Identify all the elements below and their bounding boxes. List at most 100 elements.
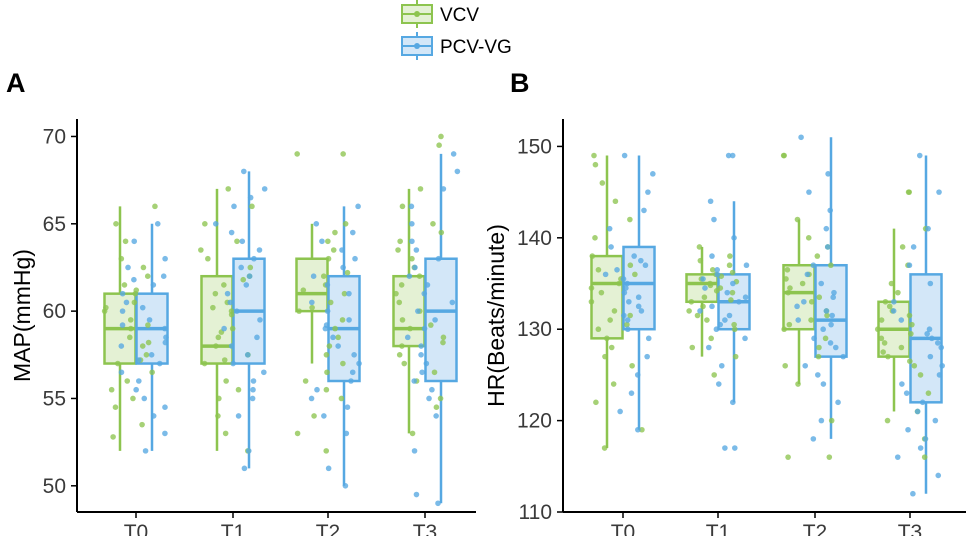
data-point [885,353,891,360]
data-point [722,445,728,451]
data-point [418,352,424,358]
data-point [421,290,428,297]
data-point [112,404,119,411]
data-point [932,417,939,424]
data-point [816,344,822,351]
data-point [313,221,320,227]
data-point [598,289,605,296]
data-point [431,369,438,376]
data-point [616,280,622,287]
data-point [355,203,361,210]
data-point [296,308,302,314]
data-point [878,335,885,342]
data-point [731,235,737,241]
legend: VCV PCV-VG [401,0,512,60]
data-point [610,381,617,387]
data-point [629,362,635,369]
data-point [241,465,248,472]
data-point [421,325,428,332]
data-point [939,362,945,369]
legend-label-vcv: VCV [440,5,479,26]
data-point [624,280,631,287]
data-point [714,267,721,273]
data-point [162,325,168,332]
data-point [314,386,320,393]
data-point [899,244,906,250]
data-point [784,267,791,273]
data-point [621,289,628,296]
data-point [344,269,351,276]
data-point [886,303,893,310]
data-point [327,299,334,306]
data-point [411,378,418,384]
data-point [799,280,806,287]
data-point [808,317,814,323]
data-point [228,343,235,349]
data-point [828,262,834,269]
data-point [142,448,149,454]
data-point [818,280,825,287]
data-point [641,207,647,214]
data-point [346,290,352,297]
data-point [346,317,352,323]
data-point [409,430,416,437]
x-tick-label: T1 [221,521,246,536]
data-point [349,229,356,236]
data-point [635,303,642,310]
data-point [323,386,330,393]
data-point [831,289,837,296]
data-point [639,426,645,433]
data-point [417,186,424,192]
data-point [122,238,129,245]
y-tick-label: 55 [43,387,66,410]
data-point [141,395,148,402]
data-point [325,238,331,245]
data-point [136,378,142,384]
data-point [822,335,829,342]
data-point [705,344,712,351]
data-point [825,171,831,177]
data-point [146,317,153,323]
data-point [250,378,257,384]
data-point [917,445,924,451]
y-axis-label: MAP(mmHg) [9,249,35,382]
data-point [934,340,941,346]
data-point [727,253,733,259]
data-point [125,264,131,271]
data-point [145,322,151,328]
data-point [241,168,247,175]
data-point [804,271,811,278]
data-point [801,298,807,305]
data-point [254,334,260,341]
box-vcv-t2 [295,257,329,313]
data-point [150,413,157,419]
data-point [215,334,222,341]
data-point [245,448,252,454]
data-point [415,308,421,314]
data-point [908,330,914,337]
data-point [343,430,350,437]
data-point [149,369,155,376]
data-point [828,321,834,328]
data-point [786,321,793,328]
data-point [919,399,926,406]
data-point [139,421,145,428]
data-point [709,267,716,273]
data-point [936,189,942,195]
data-point [606,225,613,232]
data-point [233,308,240,314]
data-point [324,369,330,376]
data-point [835,399,841,406]
data-point [163,334,169,341]
data-point [729,289,736,296]
data-point [294,430,301,437]
data-point [814,372,821,378]
data-point [631,253,637,259]
data-point [408,203,415,210]
data-point [133,287,140,293]
x-tick-label: T2 [803,521,828,536]
data-point [395,247,401,253]
data-point [235,386,242,393]
data-point [114,360,121,367]
data-point [246,273,253,280]
